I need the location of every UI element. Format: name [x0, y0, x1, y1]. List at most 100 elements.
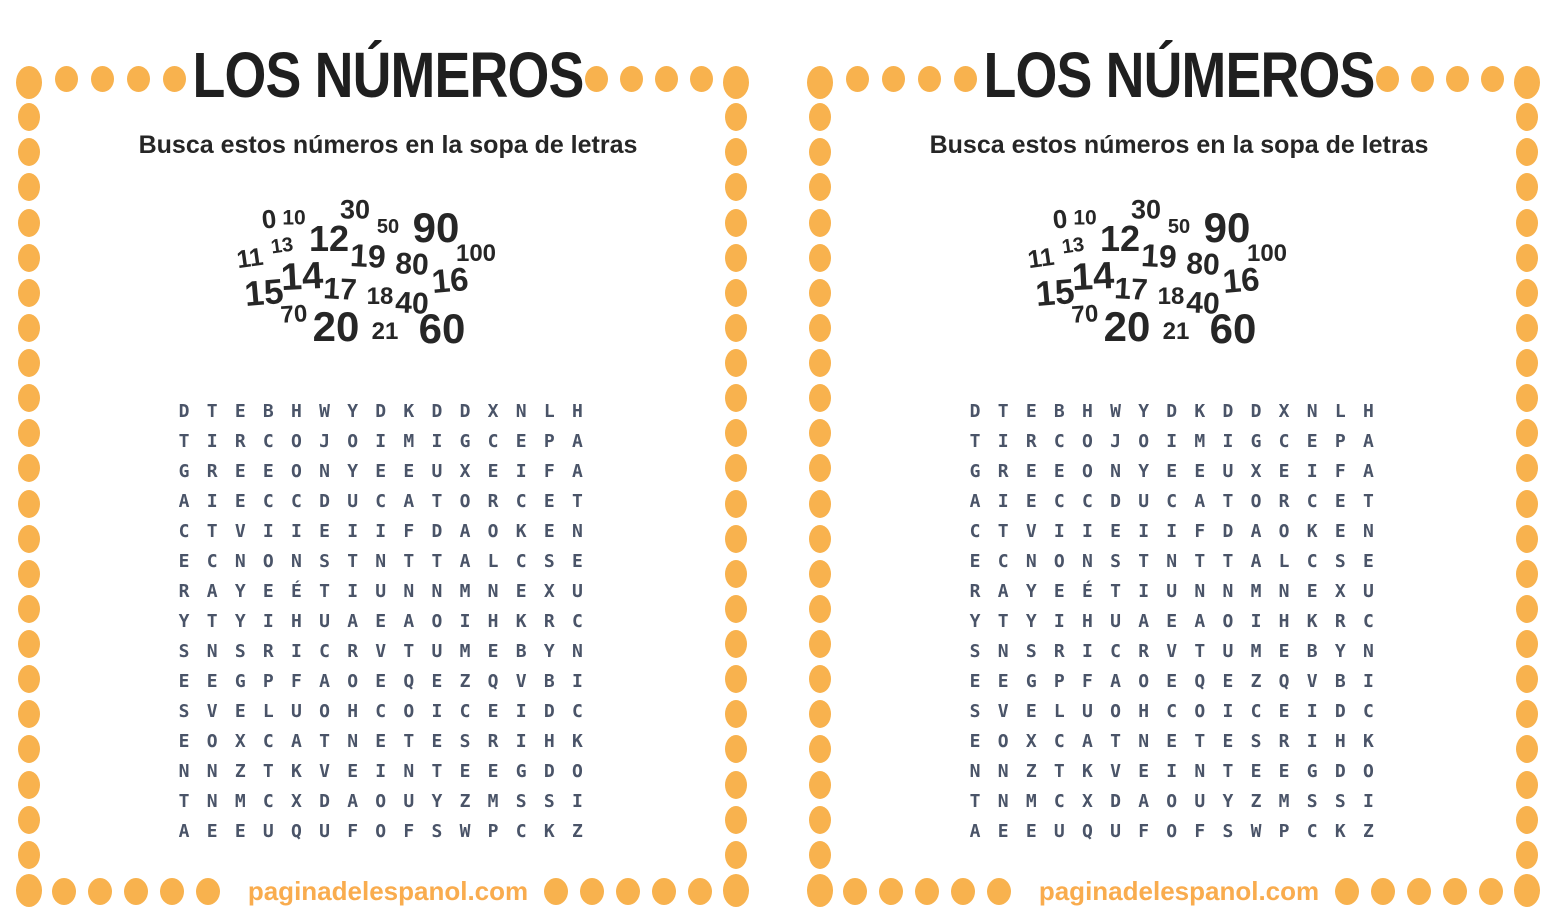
number-to-find: 80	[1185, 247, 1221, 282]
border-dot	[16, 873, 42, 907]
border-dot	[580, 877, 604, 905]
grid-letter: U	[571, 581, 583, 602]
number-to-find: 12	[1099, 218, 1141, 259]
border-dot	[1516, 524, 1538, 553]
grid-letter: Y	[1025, 581, 1037, 602]
border-dot	[1516, 278, 1538, 307]
grid-letter: N	[375, 551, 387, 572]
grid-letter: E	[969, 731, 981, 752]
grid-letter: S	[178, 641, 190, 662]
border-dot	[725, 103, 747, 132]
grid-letter: N	[487, 581, 499, 602]
grid-letter: D	[1250, 401, 1262, 422]
grid-letter: O	[487, 521, 499, 542]
grid-letter: M	[1250, 581, 1262, 602]
grid-letter: C	[571, 611, 583, 632]
grid-letter: C	[515, 551, 527, 572]
grid-letter: C	[262, 791, 274, 812]
grid-letter: S	[1250, 731, 1262, 752]
grid-letter: N	[178, 761, 190, 782]
border-dot	[88, 877, 112, 905]
border-dot	[1516, 243, 1538, 272]
grid-letter: E	[431, 731, 443, 752]
page-title: LOS NÚMEROS	[192, 39, 585, 111]
number-to-find: 70	[1070, 300, 1100, 329]
grid-letter: O	[1082, 431, 1093, 452]
grid-letter: M	[1278, 791, 1290, 812]
grid-letter: D	[1110, 791, 1121, 812]
grid-letter: I	[1166, 431, 1178, 452]
grid-letter: Y	[1334, 641, 1346, 662]
grid-letter: I	[262, 611, 274, 632]
grid-letter: A	[459, 521, 471, 542]
grid-letter: Y	[347, 401, 359, 422]
border-dot	[1516, 630, 1538, 659]
grid-letter: O	[375, 821, 387, 842]
instructions-text: Busca estos números en la sopa de letras	[929, 131, 1429, 159]
grid-letter: D	[1222, 521, 1234, 542]
grid-letter: K	[1306, 611, 1318, 632]
grid-letter: E	[1053, 581, 1065, 602]
border-dot	[616, 877, 640, 905]
border-dot	[725, 489, 747, 518]
grid-letter: V	[515, 671, 527, 692]
grid-letter: H	[487, 611, 499, 632]
border-dot	[809, 665, 831, 694]
border-dot	[1516, 840, 1538, 869]
grid-letter: P	[262, 671, 274, 692]
grid-letter: O	[291, 431, 302, 452]
grid-letter: I	[291, 641, 302, 662]
grid-letter: U	[1138, 491, 1150, 512]
border-dot	[725, 594, 747, 623]
grid-letter: O	[403, 701, 415, 722]
grid-letter: H	[1082, 401, 1093, 422]
grid-letter: S	[459, 731, 471, 752]
border-dot	[18, 700, 40, 729]
grid-letter: A	[1362, 461, 1374, 482]
grid-letter: I	[1082, 641, 1093, 662]
grid-letter: O	[1138, 431, 1150, 452]
border-dot	[1516, 489, 1538, 518]
border-dot	[807, 65, 833, 99]
number-to-find: 13	[1060, 233, 1086, 259]
border-dot	[809, 489, 831, 518]
grid-letter: I	[375, 761, 387, 782]
grid-letter: C	[1053, 791, 1065, 812]
grid-letter: O	[1166, 821, 1178, 842]
grid-letter: X	[459, 461, 471, 482]
border-dot	[18, 208, 40, 237]
grid-letter: E	[1110, 521, 1121, 542]
grid-letter: C	[1306, 491, 1318, 512]
grid-letter: A	[1250, 521, 1262, 542]
grid-letter: T	[1138, 551, 1150, 572]
grid-letter: E	[459, 761, 471, 782]
grid-letter: R	[206, 461, 218, 482]
grid-letter: O	[997, 731, 1009, 752]
grid-letter: X	[1082, 791, 1093, 812]
grid-letter: U	[347, 491, 359, 512]
grid-letter: Z	[1250, 791, 1262, 812]
grid-letter: B	[262, 401, 274, 422]
grid-letter: S	[543, 551, 555, 572]
grid-letter: N	[1025, 551, 1037, 572]
grid-letter: K	[543, 821, 555, 842]
grid-letter: T	[571, 491, 583, 512]
grid-letter: C	[375, 491, 387, 512]
grid-letter: E	[319, 521, 330, 542]
border-dot	[725, 700, 747, 729]
grid-letter: E	[375, 611, 387, 632]
border-dot	[652, 877, 676, 905]
grid-letter: N	[347, 731, 359, 752]
grid-letter: K	[571, 731, 583, 752]
grid-letter: E	[1334, 521, 1346, 542]
grid-letter: I	[515, 461, 527, 482]
border-dot	[688, 877, 712, 905]
border-dot	[725, 173, 747, 202]
grid-letter: N	[997, 761, 1009, 782]
grid-letter: F	[403, 821, 415, 842]
border-dot	[1516, 138, 1538, 167]
